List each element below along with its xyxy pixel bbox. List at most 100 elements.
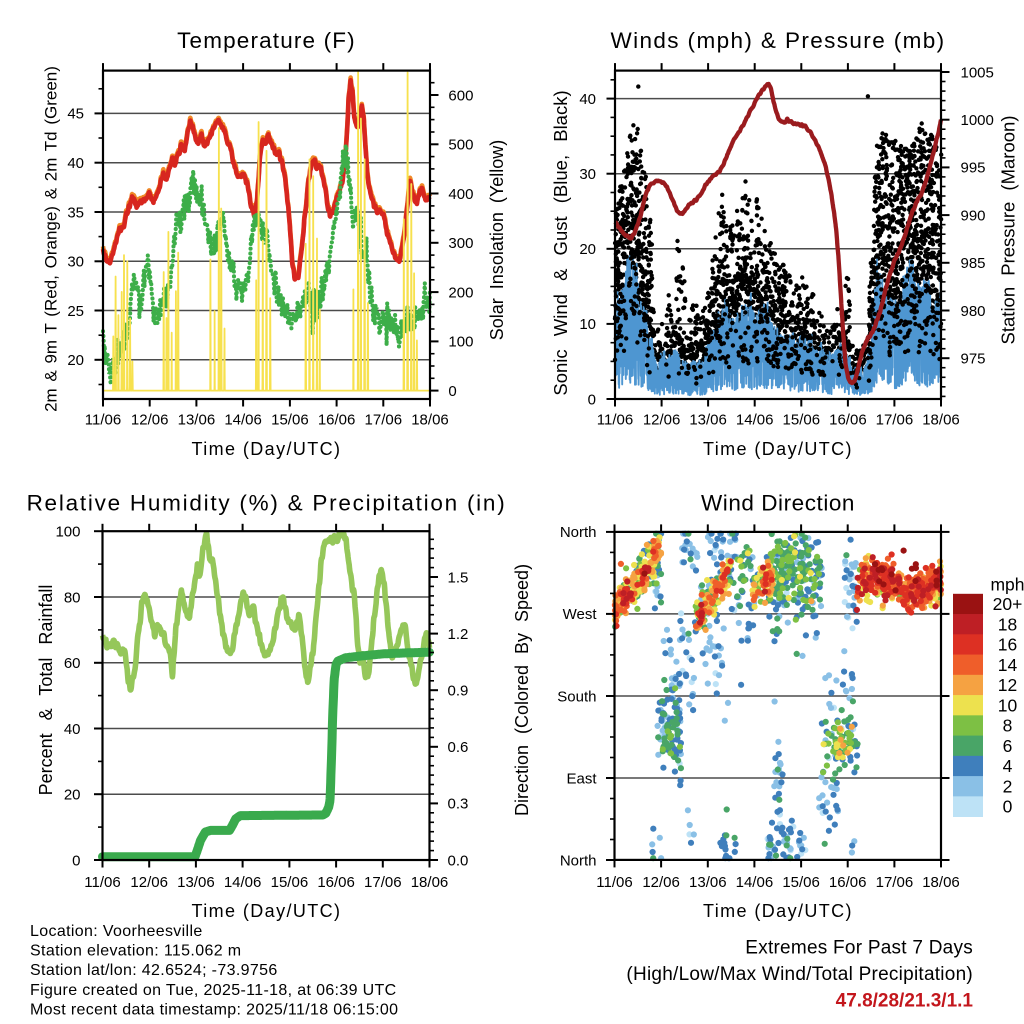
svg-text:18/06: 18/06 <box>922 874 960 891</box>
svg-text:200: 200 <box>448 284 473 301</box>
svg-text:East: East <box>566 770 597 787</box>
svg-text:Relative Humidity (%) & Precip: Relative Humidity (%) & Precipitation (i… <box>27 491 507 516</box>
svg-text:Time (Day/UTC): Time (Day/UTC) <box>192 439 342 459</box>
svg-text:14/06: 14/06 <box>736 412 774 429</box>
svg-text:0: 0 <box>1003 797 1013 817</box>
svg-text:13/06: 13/06 <box>689 874 727 891</box>
svg-text:600: 600 <box>448 87 473 104</box>
svg-text:20: 20 <box>64 787 81 804</box>
svg-text:0: 0 <box>72 852 80 869</box>
svg-text:0.3: 0.3 <box>448 796 469 813</box>
svg-text:Station elevation: 115.062 m: Station elevation: 115.062 m <box>30 943 241 960</box>
svg-text:16/06: 16/06 <box>829 874 867 891</box>
svg-text:Extremes For Past 7 Days: Extremes For Past 7 Days <box>745 937 973 958</box>
svg-text:6: 6 <box>1003 736 1013 756</box>
svg-text:18: 18 <box>998 614 1017 634</box>
svg-text:17/06: 17/06 <box>876 412 914 429</box>
svg-text:West: West <box>563 606 598 623</box>
svg-text:60: 60 <box>64 655 81 672</box>
svg-text:47.8/28/21.3/1.1: 47.8/28/21.3/1.1 <box>836 990 974 1011</box>
svg-text:14/06: 14/06 <box>224 874 262 891</box>
svg-text:16/06: 16/06 <box>318 412 356 429</box>
svg-text:300: 300 <box>448 235 473 252</box>
svg-text:400: 400 <box>448 186 473 203</box>
svg-text:40: 40 <box>64 721 81 738</box>
svg-text:985: 985 <box>961 255 986 272</box>
svg-text:80: 80 <box>64 589 81 606</box>
svg-text:0: 0 <box>588 391 596 408</box>
svg-text:20: 20 <box>67 352 84 369</box>
svg-text:40: 40 <box>579 91 596 108</box>
svg-text:17/06: 17/06 <box>365 412 403 429</box>
svg-text:mph: mph <box>990 575 1024 595</box>
svg-text:30: 30 <box>579 166 596 183</box>
svg-text:11/06: 11/06 <box>597 412 633 429</box>
svg-text:100: 100 <box>448 334 473 351</box>
svg-text:15/06: 15/06 <box>783 412 821 429</box>
svg-text:0.9: 0.9 <box>448 683 469 700</box>
svg-text:North: North <box>560 852 597 869</box>
svg-text:1005: 1005 <box>961 64 994 81</box>
svg-text:12/06: 12/06 <box>131 412 169 429</box>
svg-text:14: 14 <box>998 655 1018 675</box>
svg-text:10: 10 <box>579 316 596 333</box>
svg-text:Wind Direction: Wind Direction <box>701 491 855 516</box>
svg-text:Direction (Colored By Speed): Direction (Colored By Speed) <box>512 564 532 816</box>
svg-text:Time (Day/UTC): Time (Day/UTC) <box>192 901 342 921</box>
svg-text:17/06: 17/06 <box>364 874 402 891</box>
svg-text:Percent & Total Rainfall: Percent & Total Rainfall <box>36 585 56 796</box>
svg-text:14/06: 14/06 <box>736 874 774 891</box>
svg-text:0.6: 0.6 <box>448 739 469 756</box>
svg-text:13/06: 13/06 <box>178 412 216 429</box>
svg-text:12/06: 12/06 <box>643 412 681 429</box>
svg-text:Sonic Wind & Gust (Blue, Black: Sonic Wind & Gust (Blue, Black) <box>550 90 571 395</box>
svg-text:Most recent data timestamp: 20: Most recent data timestamp: 2025/11/18 0… <box>30 1001 398 1018</box>
svg-text:12/06: 12/06 <box>130 874 168 891</box>
svg-text:1.5: 1.5 <box>448 569 469 586</box>
svg-text:30: 30 <box>67 254 84 271</box>
svg-text:1.2: 1.2 <box>448 626 469 643</box>
svg-text:1000: 1000 <box>961 112 994 129</box>
svg-text:2m & 9m T (Red, Orange) & 2m T: 2m & 9m T (Red, Orange) & 2m Td (Green) <box>42 66 61 412</box>
svg-text:16: 16 <box>998 635 1017 655</box>
svg-text:South: South <box>557 688 596 705</box>
svg-text:35: 35 <box>67 204 84 221</box>
svg-text:Station Pressure (Maroon): Station Pressure (Maroon) <box>998 116 1019 345</box>
svg-text:12: 12 <box>998 675 1017 695</box>
svg-text:25: 25 <box>67 303 84 320</box>
svg-text:Time (Day/UTC): Time (Day/UTC) <box>703 901 853 921</box>
svg-text:980: 980 <box>961 303 986 320</box>
svg-text:10: 10 <box>998 695 1018 715</box>
svg-text:11/06: 11/06 <box>85 412 121 429</box>
svg-text:17/06: 17/06 <box>876 874 914 891</box>
svg-text:0.0: 0.0 <box>448 852 469 869</box>
svg-text:8: 8 <box>1003 716 1013 736</box>
svg-text:Solar Insolation (Yellow): Solar Insolation (Yellow) <box>487 140 507 340</box>
svg-text:16/06: 16/06 <box>317 874 355 891</box>
svg-text:20+: 20+ <box>993 594 1023 614</box>
svg-text:995: 995 <box>961 160 986 177</box>
svg-text:100: 100 <box>55 524 80 541</box>
svg-text:45: 45 <box>67 106 84 123</box>
svg-text:Time (Day/UTC): Time (Day/UTC) <box>703 439 853 459</box>
svg-text:Temperature (F): Temperature (F) <box>177 28 356 53</box>
svg-text:18/06: 18/06 <box>922 412 960 429</box>
svg-text:15/06: 15/06 <box>271 412 309 429</box>
svg-text:990: 990 <box>961 207 986 224</box>
svg-text:North: North <box>560 524 597 541</box>
svg-text:13/06: 13/06 <box>689 412 727 429</box>
svg-text:20: 20 <box>579 241 596 258</box>
svg-text:Winds (mph) & Pressure (mb): Winds (mph) & Pressure (mb) <box>610 28 945 53</box>
svg-text:40: 40 <box>67 155 84 172</box>
svg-text:2: 2 <box>1003 776 1013 796</box>
svg-text:14/06: 14/06 <box>224 412 262 429</box>
svg-text:15/06: 15/06 <box>782 874 820 891</box>
svg-text:975: 975 <box>961 351 986 368</box>
svg-text:Figure created on Tue, 2025-11: Figure created on Tue, 2025-11-18, at 06… <box>30 982 397 999</box>
svg-text:Location: Voorheesville: Location: Voorheesville <box>30 923 203 940</box>
svg-text:Station lat/lon: 42.6524; -73.: Station lat/lon: 42.6524; -73.9756 <box>30 962 278 979</box>
svg-text:4: 4 <box>1003 756 1013 776</box>
svg-text:(High/Low/Max Wind/Total Preci: (High/Low/Max Wind/Total Precipitation) <box>626 964 973 985</box>
svg-text:15/06: 15/06 <box>271 874 309 891</box>
svg-text:0: 0 <box>448 383 456 400</box>
